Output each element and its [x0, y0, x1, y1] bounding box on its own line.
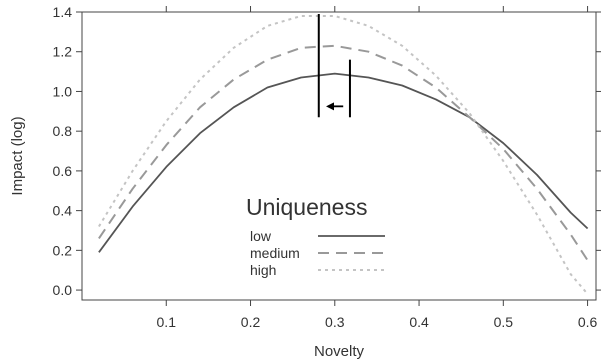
y-tick-label: 1.0	[53, 83, 73, 99]
x-ticks: 0.1 0.2 0.3 0.4 0.5 0.6	[157, 6, 598, 330]
x-tick-label: 0.6	[578, 314, 598, 330]
legend-label-medium: medium	[250, 245, 300, 261]
legend-title: Uniqueness	[246, 194, 367, 220]
x-tick-label: 0.2	[241, 314, 261, 330]
x-tick-label: 0.1	[157, 314, 177, 330]
x-tick-label: 0.5	[494, 314, 514, 330]
y-tick-label: 0.4	[53, 203, 73, 219]
series-line-medium	[98, 44, 589, 261]
x-tick-label: 0.3	[325, 314, 345, 330]
y-tick-label: 1.2	[53, 44, 73, 60]
y-tick-label: 0.2	[53, 242, 73, 258]
series-line-high	[98, 15, 589, 295]
y-axis-title: Impact (log)	[9, 116, 26, 195]
legend-label-low: low	[250, 228, 272, 244]
series-line-low	[98, 72, 589, 253]
y-tick-label: 0.0	[53, 282, 73, 298]
annotations	[317, 13, 351, 118]
y-tick-label: 0.8	[53, 123, 73, 139]
y-tick-label: 1.4	[53, 4, 73, 20]
plot-frame	[81, 11, 597, 301]
legend-label-high: high	[250, 262, 276, 278]
y-tick-label: 0.6	[53, 163, 73, 179]
x-axis-title: Novelty	[314, 343, 365, 360]
y-ticks: 0.0 0.2 0.4 0.6 0.8 1.0 1.2 1.4	[53, 4, 601, 298]
series-lines	[98, 15, 589, 295]
x-tick-label: 0.4	[409, 314, 429, 330]
